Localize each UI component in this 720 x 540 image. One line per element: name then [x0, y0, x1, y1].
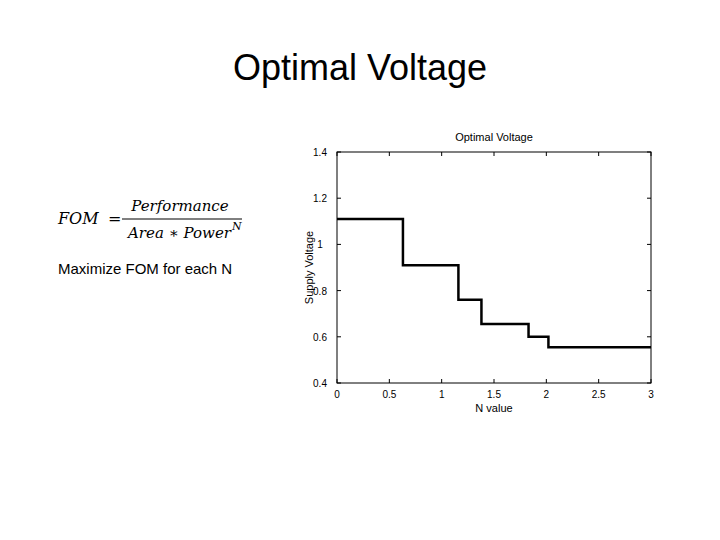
x-tick: [598, 379, 599, 383]
x-tick: [546, 379, 547, 383]
x-tick-top: [598, 152, 599, 156]
slide: Optimal Voltage FOM = Performance Area ∗ Pow…: [0, 0, 720, 540]
x-tick: [494, 379, 495, 383]
y-tick-right: [647, 336, 651, 337]
plot-area: [337, 152, 651, 383]
axes-frame: [337, 152, 651, 383]
y-tick: [337, 198, 341, 199]
y-tick: [337, 336, 341, 337]
background: [0, 0, 720, 540]
x-tick-label: 1.5: [487, 389, 501, 400]
y-tick-label: 1: [317, 239, 323, 250]
y-tick-right: [647, 244, 651, 245]
x-tick: [441, 379, 442, 383]
x-tick-top: [389, 152, 390, 156]
x-tick-label: 0.5: [382, 389, 396, 400]
formula-equals: =: [108, 209, 121, 228]
y-axis-label: Supply Voltage: [303, 231, 315, 304]
x-tick-label: 1: [439, 389, 445, 400]
plot-group: [337, 219, 651, 347]
x-tick-label: 2: [544, 389, 550, 400]
x-tick-label: 2.5: [592, 389, 606, 400]
formula-denominator: Area ∗ Power: [126, 224, 232, 242]
formula-numerator: Performance: [130, 197, 228, 215]
slide-title: Optimal Voltage: [233, 47, 487, 88]
y-tick-label: 0.6: [313, 332, 327, 343]
formula-lhs: FOM: [57, 209, 99, 228]
y-tick-label: 0.4: [313, 378, 327, 389]
y-tick: [337, 290, 341, 291]
x-tick-top: [494, 152, 495, 156]
y-tick-right: [647, 290, 651, 291]
x-tick-label: 3: [648, 389, 654, 400]
x-tick-top: [546, 152, 547, 156]
x-tick: [389, 379, 390, 383]
y-tick-label: 1.2: [313, 193, 327, 204]
note: Maximize FOM for each N: [58, 260, 232, 277]
formula-exponent: N: [231, 220, 242, 233]
y-tick-label: 1.4: [313, 147, 327, 158]
x-tick-top: [441, 152, 442, 156]
x-axis-label: N value: [475, 402, 512, 414]
y-tick: [337, 244, 341, 245]
x-tick-label: 0: [334, 389, 340, 400]
y-tick-label: 0.8: [313, 286, 327, 297]
chart-title: Optimal Voltage: [455, 131, 533, 143]
y-tick-right: [647, 198, 651, 199]
data-line: [337, 219, 651, 347]
canvas: Optimal Voltage FOM = Performance Area ∗ Pow…: [0, 0, 720, 540]
fraction-bar: [122, 219, 242, 220]
